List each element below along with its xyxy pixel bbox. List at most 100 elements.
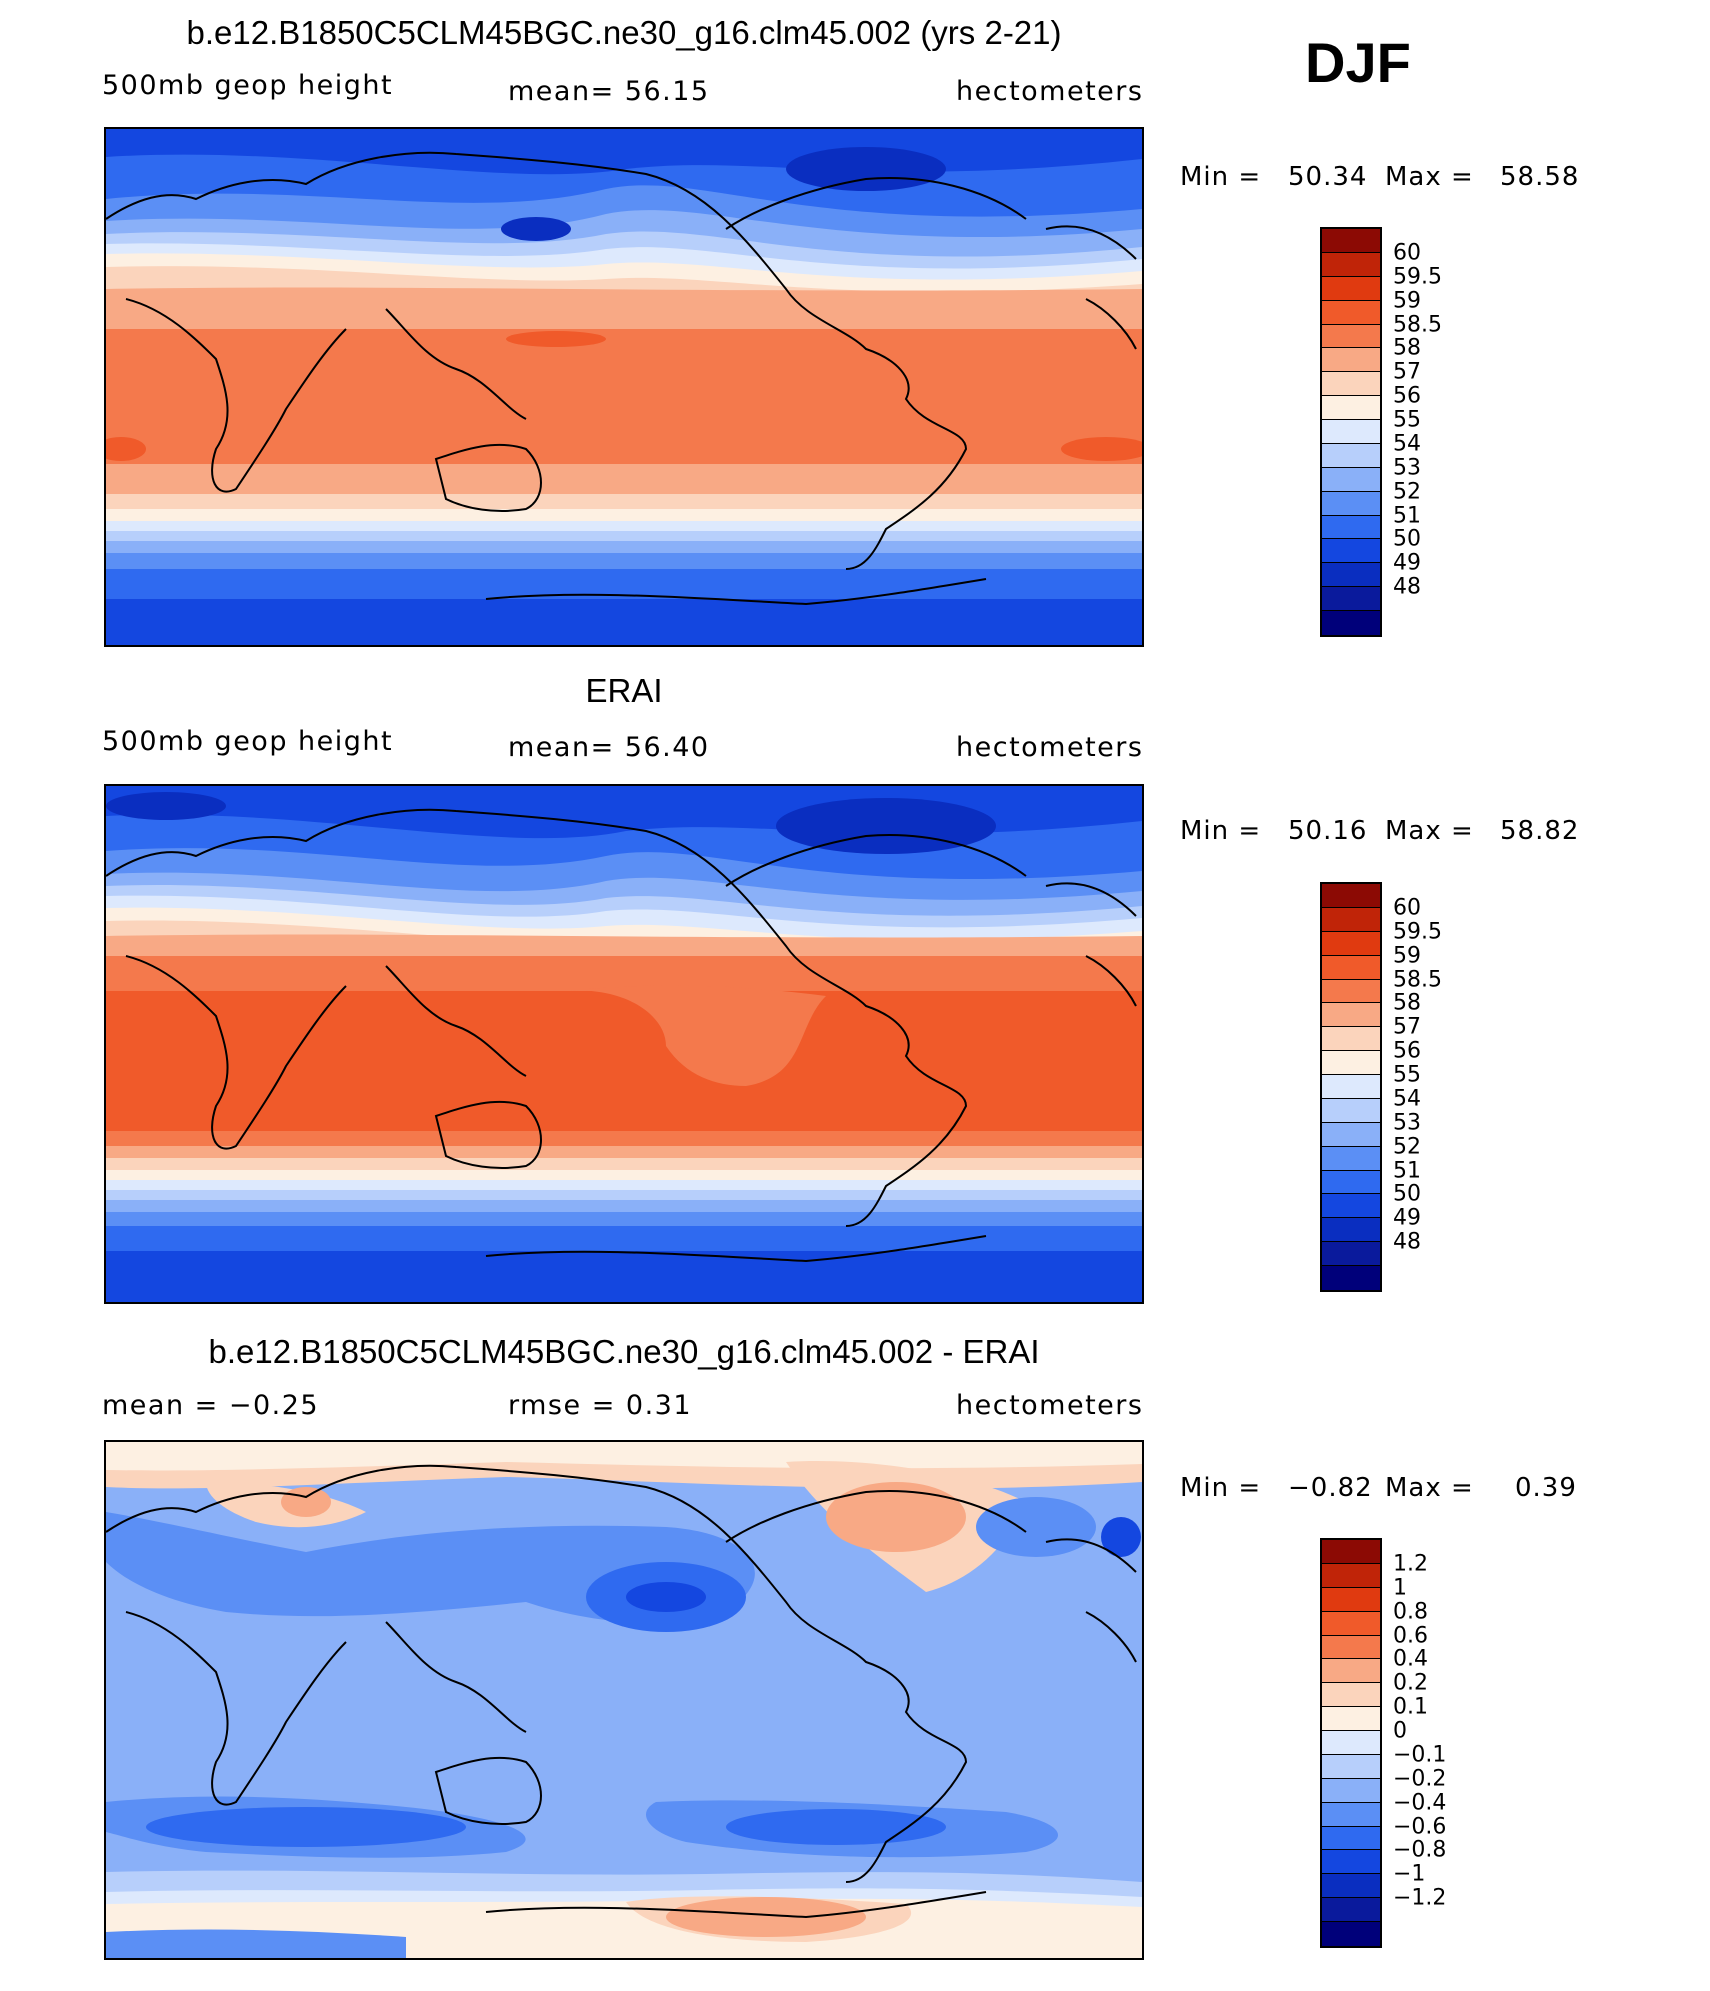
colorbar-swatch <box>1322 1146 1380 1171</box>
panel-3-rmse-label: rmse = 0.31 <box>508 1390 693 1421</box>
colorbar-swatch <box>1322 1027 1380 1052</box>
colorbar-label: 49 <box>1393 550 1421 576</box>
panel-1-title: b.e12.B1850C5CLM45BGC.ne30_g16.clm45.002… <box>186 14 1062 51</box>
colorbar-swatch <box>1322 1098 1380 1123</box>
colorbar-swatch <box>1322 1003 1380 1028</box>
colorbar-label: 58 <box>1393 990 1421 1016</box>
panel-3-min-label: Min = <box>1180 1473 1262 1503</box>
colorbar-swatch <box>1322 611 1380 635</box>
colorbar-swatch <box>1322 1802 1380 1827</box>
panel-2-mean-label: mean= 56.40 <box>508 732 710 763</box>
panel-2-min-label: Min = <box>1180 816 1262 846</box>
panel-2-contour-field <box>106 786 1142 1302</box>
colorbar-swatch <box>1322 563 1380 588</box>
colorbar-swatch <box>1322 1075 1380 1099</box>
panel-2-max-label: Max = <box>1385 816 1474 846</box>
colorbar-swatch <box>1322 1122 1380 1147</box>
colorbar-label: 56 <box>1393 1038 1421 1064</box>
panel-2-max-value: 58.82 <box>1500 816 1580 846</box>
colorbar-swatch <box>1322 907 1380 932</box>
colorbar-label: 58.5 <box>1393 967 1442 993</box>
colorbar-label: 57 <box>1393 1014 1421 1040</box>
colorbar-label: 54 <box>1393 431 1421 457</box>
panel-1-min-value: 50.34 <box>1288 162 1368 192</box>
colorbar-label: 59.5 <box>1393 919 1442 945</box>
colorbar-label: 60 <box>1393 895 1421 921</box>
colorbar-label: −1 <box>1393 1861 1426 1887</box>
colorbar-swatch <box>1322 1707 1380 1731</box>
colorbar-swatch <box>1322 348 1380 373</box>
panel-1-max-label: Max = <box>1385 162 1474 192</box>
panel-2-colorbar <box>1320 882 1382 1292</box>
colorbar-label: 48 <box>1393 1229 1421 1255</box>
colorbar-label: 1.2 <box>1393 1551 1428 1577</box>
panel-2-title: ERAI <box>585 672 663 709</box>
panel-1-mean-label: mean= 56.15 <box>508 76 710 107</box>
colorbar-swatch <box>1322 1874 1380 1899</box>
colorbar-swatch <box>1322 467 1380 492</box>
panel-3-title: b.e12.B1850C5CLM45BGC.ne30_g16.clm45.002… <box>208 1333 1040 1370</box>
colorbar-swatch <box>1322 1635 1380 1660</box>
colorbar-swatch <box>1322 1731 1380 1755</box>
colorbar-swatch <box>1322 324 1380 349</box>
colorbar-label: 51 <box>1393 1158 1421 1184</box>
colorbar-swatch <box>1322 587 1380 611</box>
colorbar-swatch <box>1322 1587 1380 1612</box>
colorbar-label: 51 <box>1393 503 1421 529</box>
colorbar-swatch <box>1322 420 1380 444</box>
colorbar-label: 55 <box>1393 1062 1421 1088</box>
colorbar-label: 49 <box>1393 1205 1421 1231</box>
colorbar-label: 50 <box>1393 526 1421 552</box>
season-label: DJF <box>1305 31 1411 94</box>
colorbar-label: −0.4 <box>1393 1790 1447 1816</box>
colorbar-label: 0.8 <box>1393 1599 1428 1625</box>
colorbar-swatch <box>1322 1540 1380 1564</box>
panel-3-map <box>104 1440 1144 1960</box>
colorbar-swatch <box>1322 491 1380 516</box>
colorbar-label: 54 <box>1393 1086 1421 1112</box>
colorbar-swatch <box>1322 276 1380 301</box>
colorbar-label: −0.6 <box>1393 1814 1447 1840</box>
colorbar-label: 53 <box>1393 455 1421 481</box>
colorbar-label: 60 <box>1393 240 1421 266</box>
colorbar-swatch <box>1322 252 1380 277</box>
colorbar-swatch <box>1322 1898 1380 1922</box>
colorbar-swatch <box>1322 443 1380 468</box>
colorbar-swatch <box>1322 1659 1380 1684</box>
panel-1-contour-field <box>106 129 1142 645</box>
panel-2-min-value: 50.16 <box>1288 816 1368 846</box>
colorbar-label: 52 <box>1393 479 1421 505</box>
colorbar-label: 52 <box>1393 1134 1421 1160</box>
colorbar-swatch <box>1322 1683 1380 1708</box>
colorbar-label: 57 <box>1393 359 1421 385</box>
colorbar-label: 59.5 <box>1393 264 1442 290</box>
colorbar-swatch <box>1322 1242 1380 1266</box>
colorbar-swatch <box>1322 884 1380 908</box>
colorbar-label: 58.5 <box>1393 312 1442 338</box>
panel-2-variable-label: 500mb geop height <box>102 726 394 757</box>
panel-1-units-label: hectometers <box>956 76 1144 107</box>
colorbar-label: −0.2 <box>1393 1766 1447 1792</box>
colorbar-label: 55 <box>1393 407 1421 433</box>
colorbar-swatch <box>1322 1826 1380 1851</box>
colorbar-swatch <box>1322 1922 1380 1946</box>
colorbar-label: −0.1 <box>1393 1742 1447 1768</box>
colorbar-swatch <box>1322 229 1380 253</box>
panel-3-colorbar <box>1320 1538 1382 1948</box>
colorbar-swatch <box>1322 979 1380 1004</box>
colorbar-swatch <box>1322 955 1380 980</box>
colorbar-swatch <box>1322 372 1380 397</box>
colorbar-label: 1 <box>1393 1575 1407 1601</box>
panel-1-max-value: 58.58 <box>1500 162 1580 192</box>
panel-3-min-value: −0.82 <box>1288 1473 1373 1503</box>
colorbar-swatch <box>1322 1778 1380 1803</box>
colorbar-swatch <box>1322 1194 1380 1219</box>
colorbar-swatch <box>1322 931 1380 956</box>
colorbar-label: 59 <box>1393 288 1421 314</box>
colorbar-swatch <box>1322 396 1380 420</box>
panel-3-contour-field <box>106 1442 1142 1958</box>
panel-1-min-label: Min = <box>1180 162 1262 192</box>
colorbar-label: 50 <box>1393 1181 1421 1207</box>
colorbar-swatch <box>1322 1850 1380 1875</box>
colorbar-label: −1.2 <box>1393 1885 1447 1911</box>
